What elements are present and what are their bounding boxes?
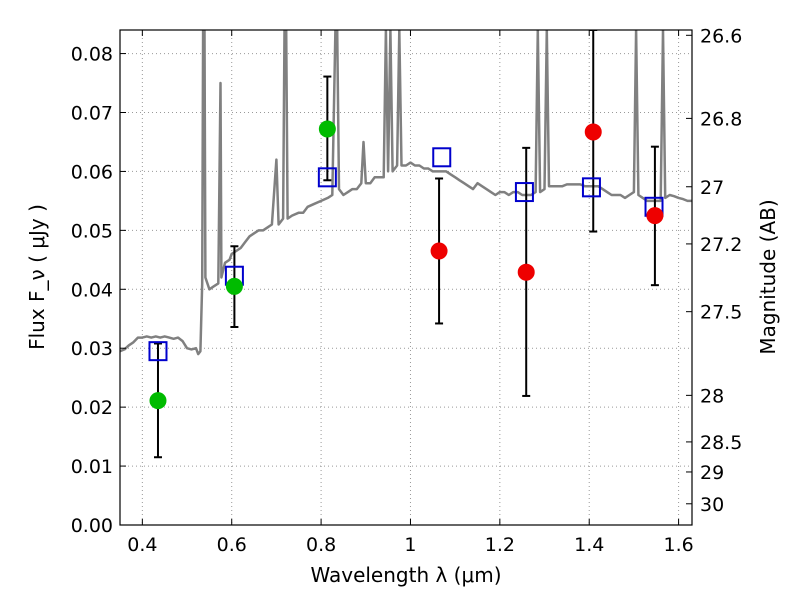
green-point [318,120,336,138]
spectrum [120,30,692,356]
x-tick-label: 0.6 [217,534,247,556]
right-tick-label: 30 [700,494,724,516]
x-tick-label: 1.2 [485,534,515,556]
model-square [432,147,452,168]
y-tick-label: 0.07 [71,103,113,125]
red-point [584,123,602,141]
model-square [514,182,534,203]
red-point [646,207,664,225]
x-tick-label: 0.4 [127,534,157,556]
y-axis: 0.00 0.01 0.02 0.03 0.04 0.05 0.06 0.07 0.08 [71,44,126,537]
y-tick-label: 0.03 [71,338,113,360]
y-axis-label: Flux F_ν ( μJy ) [25,204,49,350]
x-tick-label: 0.8 [306,534,336,556]
model-square [581,177,601,198]
model-points [148,147,664,362]
y-tick-label: 0.05 [71,220,113,242]
right-tick-label: 27 [700,177,724,199]
x-axis-label: Wavelength λ (μm) [310,563,501,587]
x-tick-label: 1.6 [663,534,693,556]
right-tick-label: 27.2 [700,234,742,256]
right-tick-label: 29 [700,462,724,484]
y-tick-label: 0.02 [71,397,113,419]
right-tick-label: 26.6 [700,25,742,47]
right-tick-label: 28.5 [700,432,742,454]
plot-frame [119,29,693,526]
spectrum-line [120,30,692,356]
x-tick-label: 1.4 [574,534,604,556]
model-square [317,167,337,188]
model-square [148,341,168,362]
x-tick-label: 1 [404,534,416,556]
right-tick-label: 26.8 [700,108,742,130]
right-tick-label: 27.5 [700,302,742,324]
right-axis: 26.6 26.8 27 27.2 27.5 28 28.5 29 30 [686,25,742,516]
red-point [517,263,535,281]
right-axis-label: Magnitude (AB) [756,199,780,354]
y-tick-label: 0.06 [71,161,113,183]
right-tick-label: 28 [700,385,724,407]
red-point [430,242,448,260]
y-tick-label: 0.04 [71,279,113,301]
y-tick-label: 0.08 [71,44,113,66]
error-bars [153,30,659,459]
green-point [149,392,167,410]
x-axis: 0.4 0.6 0.8 1 1.2 1.4 1.6 [127,30,694,556]
y-tick-label: 0.00 [71,515,113,537]
y-tick-label: 0.01 [71,456,113,478]
green-point [225,277,243,295]
observed-points [149,120,664,410]
